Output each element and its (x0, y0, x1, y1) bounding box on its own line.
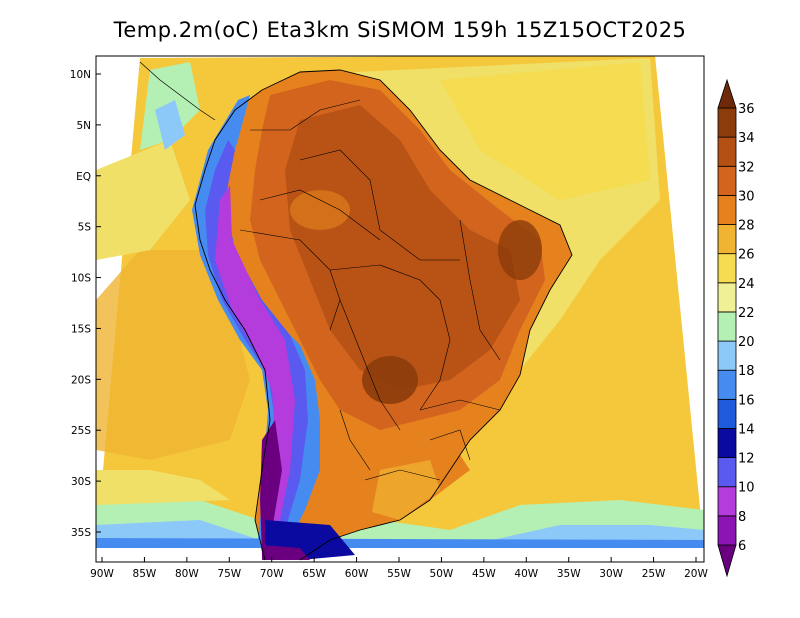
lon-tick-label: 60W (345, 568, 369, 580)
lon-tick-label: 85W (133, 568, 157, 580)
lon-tick-label: 40W (514, 568, 538, 580)
lat-tick-label: 5S (78, 222, 92, 234)
colorbar-swatch (717, 515, 737, 546)
coastline (194, 69, 573, 561)
colorbar-label: 12 (738, 452, 755, 467)
longitude-axis: 90W 85W 80W 75W 70W 65W 60W 55W 50W 45W 40W 35W 30W 2… (90, 557, 708, 580)
lon-tick-label: 35W (557, 568, 581, 580)
colorbar-swatch (717, 224, 737, 255)
map-field (96, 56, 704, 562)
map-title: Temp.2m(oC) Eta3km SiSMOM 159h 15Z15OCT2… (113, 18, 687, 42)
lon-tick-label: 65W (302, 568, 326, 580)
latitude-axis: 10N 5N EQ 5S 10S 15S 20S 25S 30S 35S (70, 69, 101, 539)
lon-tick-label: 50W (430, 568, 454, 580)
colorbar-swatch (717, 457, 737, 488)
lat-tick-label: 5N (76, 120, 91, 132)
colorbar-swatch (717, 311, 737, 342)
colorbar-swatch (717, 369, 737, 400)
lat-tick-label: 15S (71, 323, 91, 335)
lat-tick-label: 10S (71, 273, 91, 285)
colorbar-min-arrow (717, 544, 737, 578)
lat-tick-label: 10N (70, 69, 91, 81)
lon-tick-label: 90W (90, 568, 114, 580)
colorbar-label: 6 (738, 539, 746, 554)
colorbar-label: 18 (738, 364, 755, 379)
colorbar-max-arrow (717, 78, 737, 109)
map-frame (95, 55, 705, 563)
colorbar-swatch (717, 253, 737, 284)
lat-tick-label: 35S (71, 527, 91, 539)
colorbar-label: 36 (738, 102, 755, 117)
colorbar-label: 30 (738, 189, 755, 204)
lon-tick-label: 80W (175, 568, 199, 580)
colorbar-label: 24 (738, 277, 755, 292)
colorbar-swatch (717, 107, 737, 138)
colorbar-swatch (717, 165, 737, 196)
colorbar: 6 8 10 12 14 16 18 20 22 24 26 28 30 32 34 36 (717, 78, 755, 578)
colorbar-label: 28 (738, 219, 755, 234)
lon-tick-label: 20W (684, 568, 708, 580)
lon-tick-label: 75W (217, 568, 241, 580)
colorbar-swatch (717, 136, 737, 167)
colorbar-swatch (717, 194, 737, 225)
lon-tick-label: 55W (387, 568, 411, 580)
colorbar-label: 26 (738, 248, 755, 263)
colorbar-swatch (717, 282, 737, 313)
colorbar-label: 10 (738, 481, 755, 496)
colorbar-swatch (717, 398, 737, 429)
colorbar-label: 16 (738, 393, 755, 408)
colorbar-label: 20 (738, 335, 755, 350)
colorbar-swatch (717, 486, 737, 517)
colorbar-label: 8 (738, 510, 746, 525)
lat-tick-label: EQ (76, 171, 91, 183)
lon-tick-label: 30W (599, 568, 623, 580)
colorbar-swatch (717, 428, 737, 459)
country-borders (239, 99, 501, 481)
lon-tick-label: 25W (642, 568, 666, 580)
lon-tick-label: 45W (472, 568, 496, 580)
colorbar-swatch (717, 340, 737, 371)
lon-tick-label: 70W (260, 568, 284, 580)
lat-tick-label: 30S (71, 476, 91, 488)
lat-tick-label: 25S (71, 425, 91, 437)
colorbar-label: 32 (738, 160, 755, 175)
colorbar-label: 14 (738, 422, 755, 437)
colorbar-label: 22 (738, 306, 755, 321)
colorbar-label: 34 (738, 131, 755, 146)
lat-tick-label: 20S (71, 374, 91, 386)
